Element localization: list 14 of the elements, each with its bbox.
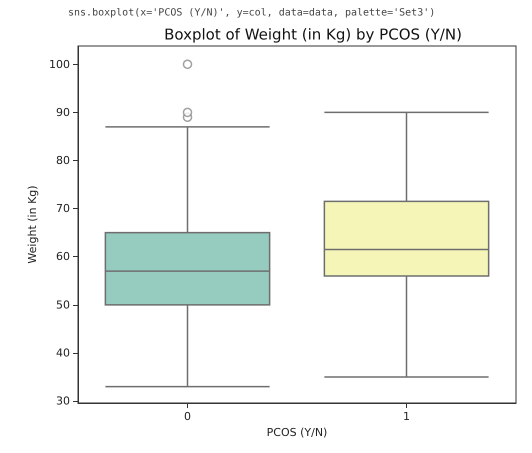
chart-title: Boxplot of Weight (in Kg) by PCOS (Y/N) [164,26,462,44]
x-tick-label: 0 [184,410,191,423]
x-tick-label: 1 [403,410,410,423]
y-tick-label: 90 [56,106,70,119]
y-tick-label: 80 [56,154,70,168]
y-tick-label: 60 [56,250,70,264]
x-axis-title: PCOS (Y/N) [266,426,328,439]
text: sns.boxplot(x='PCOS (Y/N)', y=col, data=data, palette='Set3') [68,8,436,18]
y-tick-label: 30 [56,394,70,408]
y-axis-title: Weight (in Kg) [26,185,40,264]
y-tick-label: 50 [56,298,70,312]
y-tick-label: 70 [56,202,70,216]
y-tick-label: 100 [49,58,70,71]
y-tick-label: 40 [56,346,70,360]
